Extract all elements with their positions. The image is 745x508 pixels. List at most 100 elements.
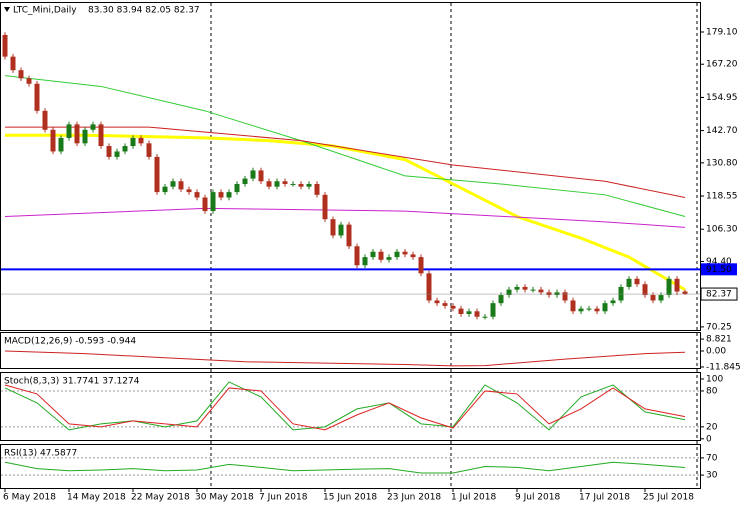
candle-body: [338, 224, 344, 236]
candle-body: [106, 146, 112, 157]
candle-body: [306, 183, 312, 187]
candle-body: [58, 137, 64, 152]
x-tick-label: 23 Jun 2018: [387, 493, 441, 503]
candle-body: [562, 292, 568, 301]
candle-body: [506, 289, 512, 296]
y-tick-label: 94.40: [706, 257, 732, 267]
candle-body: [618, 286, 624, 301]
period-separators: [210, 3, 698, 488]
candle-body: [370, 251, 376, 258]
candle-body: [674, 278, 680, 292]
candle-body: [18, 70, 24, 79]
candle-body: [546, 292, 552, 296]
candle-body: [642, 284, 648, 296]
candle-body: [354, 246, 360, 266]
main-panel: [0, 2, 701, 331]
candle-body: [266, 181, 272, 187]
candle-body: [170, 181, 176, 187]
candle-body: [554, 292, 560, 296]
indicator-line: [4, 461, 686, 474]
candle-body: [602, 303, 608, 312]
candle-body: [202, 197, 208, 212]
candle-body: [114, 151, 120, 157]
candle-body: [218, 192, 224, 198]
x-tick-label: 25 Jul 2018: [643, 493, 694, 503]
y-tick-label: 130.80: [706, 158, 738, 168]
candle-body: [450, 305, 456, 309]
candle-body: [82, 129, 88, 144]
indicator-title: Stoch(8,3,3) 31.7741 37.1274: [4, 377, 140, 387]
candle-body: [410, 254, 416, 258]
candle-body: [314, 183, 320, 195]
y-tick-label: 8.821: [706, 335, 732, 345]
candle-body: [578, 308, 584, 312]
symbol-title: LTC_Mini,Daily: [13, 6, 77, 16]
candle-body: [418, 257, 424, 274]
level-label: 91.50: [706, 265, 732, 275]
candle-body: [210, 192, 216, 212]
price-label: 82.37: [706, 290, 732, 300]
candle-body: [330, 219, 336, 236]
indicator-line: [4, 207, 686, 228]
indicator-line: [4, 384, 686, 431]
candle-body: [2, 34, 8, 57]
candle-body: [530, 289, 536, 291]
candle-body: [658, 295, 664, 301]
indicator-line: [5, 126, 686, 199]
y-tick-label: 106.30: [706, 225, 738, 235]
candle-body: [130, 137, 136, 147]
candle-body: [138, 137, 144, 144]
candle-body: [474, 311, 480, 317]
candle-body: [26, 78, 32, 84]
candle-body: [178, 181, 184, 190]
candle-body: [194, 192, 200, 198]
candle-body: [650, 295, 656, 301]
candle-body: [66, 124, 72, 138]
y-tick-label: 70: [706, 453, 718, 463]
collapse-arrow[interactable]: [4, 7, 10, 12]
candle-body: [90, 124, 96, 130]
candle-body: [666, 278, 672, 296]
y-tick-label: 30: [706, 471, 718, 481]
candle-body: [122, 146, 128, 152]
y-tick-label: 70.25: [706, 322, 732, 332]
rsi-panel: [0, 444, 701, 489]
candle-body: [74, 124, 80, 144]
candle-body: [250, 170, 256, 179]
x-tick-label: 7 Jun 2018: [259, 493, 308, 503]
candle-body: [458, 308, 464, 315]
candle-body: [258, 170, 264, 182]
candle-body: [522, 286, 528, 290]
candle-body: [466, 311, 472, 315]
candle-body: [282, 181, 288, 184]
y-tick-label: 167.20: [706, 60, 738, 70]
candle-body: [234, 183, 240, 193]
candle-body: [298, 183, 304, 187]
y-tick-label: 179.10: [706, 27, 738, 37]
candle-body: [490, 303, 496, 317]
candle-body: [162, 186, 168, 193]
indicator-line: [4, 381, 686, 431]
indicator-title: RSI(13) 47.5877: [4, 449, 77, 459]
candle-body: [610, 300, 616, 304]
candle-body: [146, 143, 152, 157]
candle-body: [498, 295, 504, 304]
y-tick-label: 0.00: [706, 346, 726, 356]
candle-body: [98, 124, 104, 147]
y-tick-label: -11.845: [706, 362, 741, 372]
candle-body: [42, 110, 48, 130]
candle-body: [426, 273, 432, 301]
candle-body: [242, 178, 248, 184]
candle-body: [514, 286, 520, 290]
candle-body: [594, 308, 600, 312]
candle-body: [482, 316, 488, 318]
candle-body: [570, 300, 576, 312]
y-tick-label: 20: [706, 422, 718, 432]
candle-body: [322, 194, 328, 220]
indicator-line: [4, 75, 686, 217]
candle-body: [34, 83, 40, 111]
candle-body: [362, 257, 368, 266]
x-tick-label: 6 May 2018: [3, 493, 56, 503]
y-tick-label: 154.95: [706, 93, 738, 103]
level-tag: [701, 263, 737, 276]
